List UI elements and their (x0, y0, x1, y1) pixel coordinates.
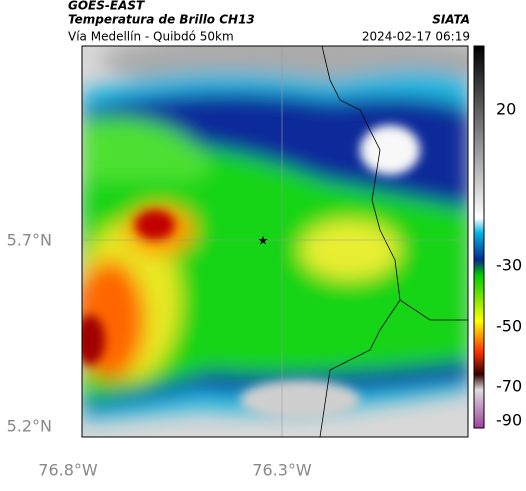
lon-label: 76.8°W (38, 461, 98, 480)
lat-label: 5.2°N (7, 417, 52, 436)
datetime: 2024-02-17 06:19 (362, 30, 470, 44)
map-frame (81, 45, 469, 438)
colorbar-tick-label: -30 (496, 256, 522, 275)
source: GOES-EAST (68, 0, 145, 13)
colorbar-tick-label: -70 (496, 377, 522, 396)
svg-text:★: ★ (258, 234, 269, 248)
colorbar-tick-label: -90 (496, 411, 522, 430)
lon-label: 76.3°W (252, 461, 312, 480)
colorbar-tick-label: 20 (496, 100, 516, 119)
subtitle: Vía Medellín - Quibdó 50km (68, 30, 234, 44)
colorbar (473, 45, 485, 429)
colorbar-tick-label: -50 (496, 317, 522, 336)
lat-label: 5.7°N (7, 231, 52, 250)
title: Temperatura de Brillo CH13 (68, 13, 255, 27)
satellite-image: ★ (82, 46, 468, 437)
org: SIATA (432, 13, 470, 27)
